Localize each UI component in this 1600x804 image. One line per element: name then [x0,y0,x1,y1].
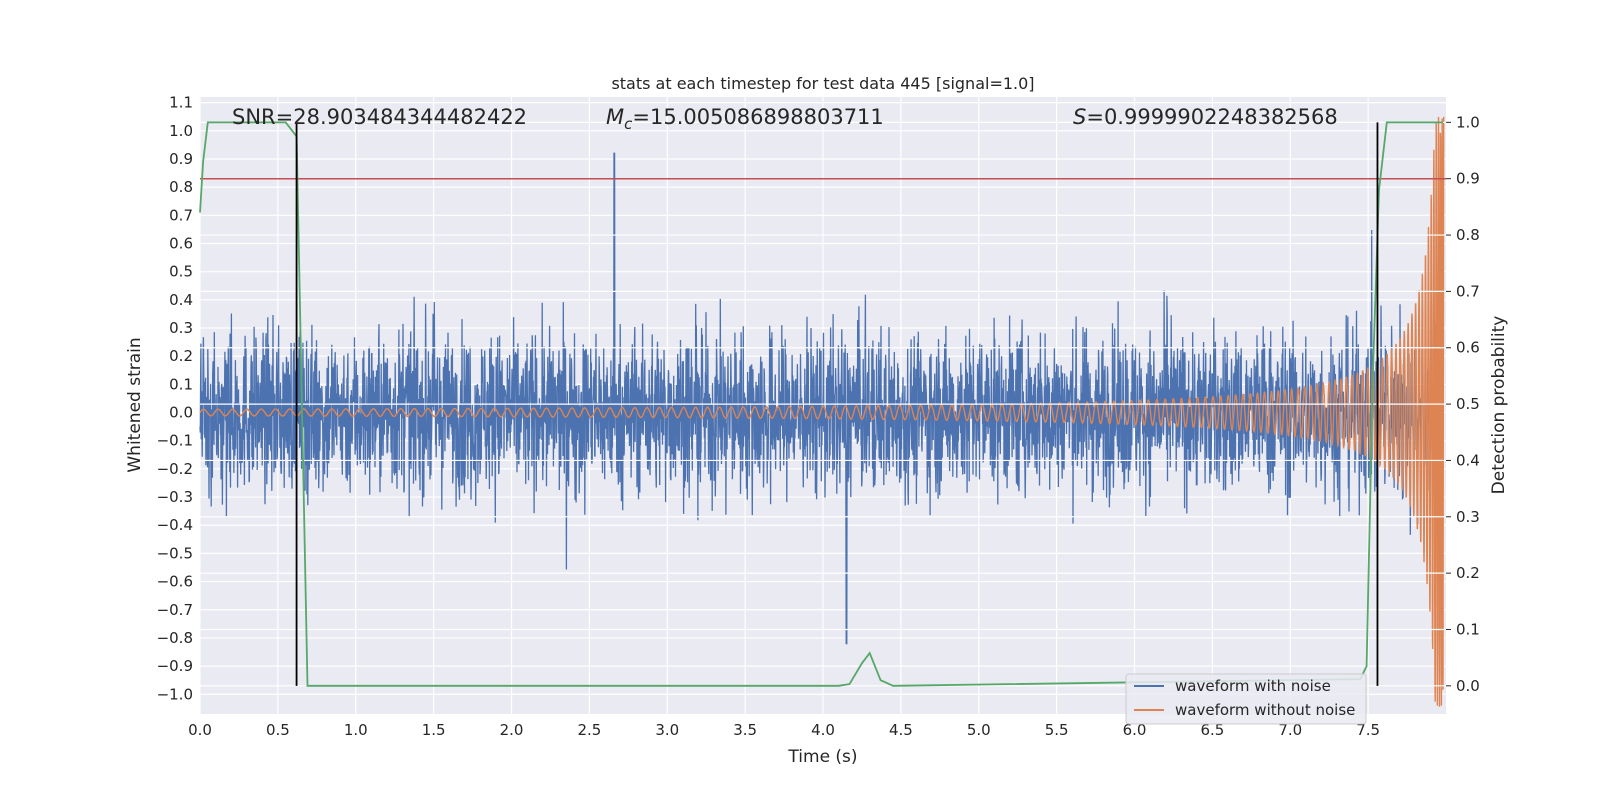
y2-axis-label: Detection probability [1489,316,1509,495]
y-tick-label: 0.0 [169,404,193,422]
legend-label-clean: waveform without noise [1175,701,1355,719]
x-tick-label: 7.5 [1356,721,1380,739]
y-tick-label: −0.9 [157,657,193,675]
series-waveform-without-noise [199,116,1445,707]
y2-tick-label: 0.6 [1456,339,1480,357]
significance-annotation: S=0.9999902248382568 [1073,105,1338,129]
x-tick-label: 6.0 [1123,721,1147,739]
series-waveform-with-noise [199,152,1444,645]
legend-box [1125,673,1367,725]
y-tick-label: 1.0 [169,122,193,140]
chirp-mass-subscript: c [624,115,633,133]
x-tick-label: 2.0 [500,721,524,739]
y-tick-label: −0.2 [157,460,193,478]
x-tick-label: 5.5 [1045,721,1069,739]
x-tick-label: 6.5 [1200,721,1224,739]
y2-tick-label: 0.8 [1456,226,1480,244]
tick-labels: 0.0 0.5 1.0 1.5 2.0 2.5 3.0 3.5 4.0 4.5 5.0 5.5 6.0 6… [157,94,1480,739]
y-tick-label: 0.2 [169,347,193,365]
y2-tick-label: 0.7 [1456,282,1480,300]
x-tick-label: 0.0 [188,721,212,739]
y2-tick-label: 0.2 [1456,564,1480,582]
significance-symbol: S [1073,105,1086,129]
y-tick-label: −0.7 [157,601,193,619]
chart-title: stats at each timestep for test data 445… [611,74,1034,93]
snr-annotation: SNR=28.903484344482422 [232,105,527,129]
y2-tick-label: 1.0 [1456,113,1480,131]
y2-tick-label: 0.0 [1456,677,1480,695]
y2-tick-label: 0.1 [1456,620,1480,638]
legend-label-noisy: waveform with noise [1175,677,1331,695]
chirp-mass-annotation: Mc=15.005086898803711 [606,105,884,133]
y-axis-label: Whitened strain [125,337,145,472]
x-tick-label: 1.0 [344,721,368,739]
y-tick-label: −0.8 [157,629,193,647]
x-tick-label: 5.0 [967,721,991,739]
x-tick-label: 3.5 [733,721,757,739]
detection-probability-line [199,121,1443,687]
y-tick-label: −0.3 [157,488,193,506]
chirp-mass-symbol: M [606,105,624,129]
y-tick-label: −0.5 [157,544,193,562]
x-tick-label: 3.0 [655,721,679,739]
y-tick-label: 0.7 [169,206,193,224]
significance-value: =0.9999902248382568 [1086,105,1337,129]
y2-tick-label: 0.3 [1456,508,1480,526]
overlay-lines [199,121,1446,687]
y2-tick-label: 0.5 [1456,395,1480,413]
y2-tick-label: 0.4 [1456,451,1480,469]
clean-waveform-line [199,116,1445,707]
y-tick-label: −1.0 [157,685,193,703]
y-tick-label: 0.3 [169,319,193,337]
chirp-mass-value: =15.005086898803711 [632,105,883,129]
y-tick-label: 0.1 [169,375,193,393]
y-tick-label: 0.9 [169,150,193,168]
y-tick-label: 0.6 [169,235,193,253]
y-tick-label: 0.5 [169,263,193,281]
y2-tick-label: 0.9 [1456,170,1480,188]
y-tick-label: −0.6 [157,573,193,591]
x-tick-label: 4.0 [811,721,835,739]
x-tick-label: 1.5 [422,721,446,739]
y-tick-label: 0.4 [169,291,193,309]
legend: waveform with noise waveform without noi… [1125,673,1367,725]
y-tick-label: −0.1 [157,432,193,450]
x-tick-label: 4.5 [889,721,913,739]
y-tick-label: −0.4 [157,516,193,534]
x-tick-label: 2.5 [577,721,601,739]
x-tick-label: 7.0 [1278,721,1302,739]
noisy-waveform-line [199,152,1444,645]
x-axis-label: Time (s) [787,747,857,767]
y-tick-label: 0.8 [169,178,193,196]
x-tick-label: 0.5 [266,721,290,739]
y-tick-label: 1.1 [169,94,193,112]
